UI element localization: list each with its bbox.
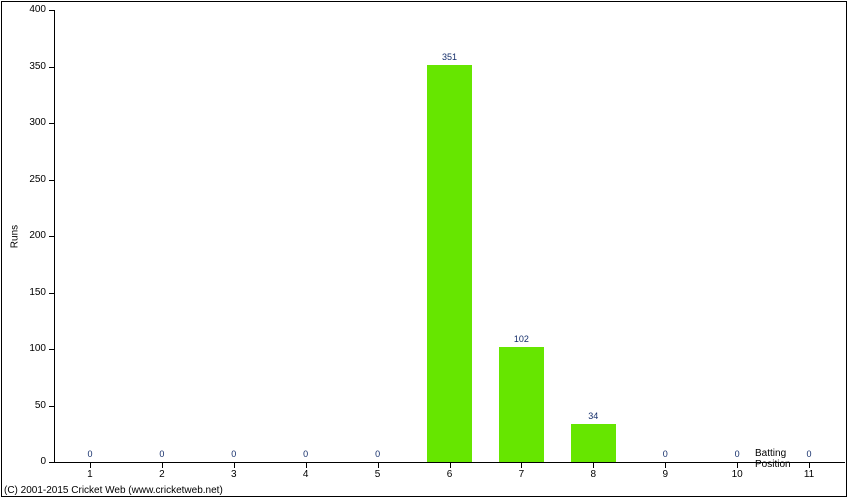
bar-value-label: 34	[573, 412, 613, 421]
copyright-text: (C) 2001-2015 Cricket Web (www.cricketwe…	[4, 485, 223, 496]
chart-container: 050100150200250300350400Runs123456789101…	[0, 0, 850, 500]
x-tick	[162, 463, 163, 468]
y-tick-label: 300	[16, 118, 46, 128]
y-tick	[49, 236, 54, 237]
bar-value-label: 0	[214, 450, 254, 459]
y-tick	[49, 462, 54, 463]
x-tick	[450, 463, 451, 468]
bar-value-label: 0	[645, 450, 685, 459]
bar	[427, 65, 472, 462]
x-tick	[521, 463, 522, 468]
y-tick-label: 150	[16, 288, 46, 298]
y-tick-label: 50	[16, 401, 46, 411]
y-tick-label: 100	[16, 344, 46, 354]
x-tick-label: 10	[722, 470, 752, 480]
y-tick	[49, 10, 54, 11]
x-tick	[737, 463, 738, 468]
y-tick	[49, 180, 54, 181]
y-tick-label: 400	[16, 5, 46, 15]
y-tick-label: 250	[16, 175, 46, 185]
x-tick-label: 11	[794, 470, 824, 480]
y-tick	[49, 349, 54, 350]
y-tick	[49, 67, 54, 68]
x-tick-label: 3	[219, 470, 249, 480]
x-tick	[665, 463, 666, 468]
x-axis-title: Batting Position	[755, 448, 791, 470]
bar-value-label: 0	[70, 450, 110, 459]
bar-value-label: 0	[358, 450, 398, 459]
y-tick	[49, 406, 54, 407]
bar-value-label: 0	[286, 450, 326, 459]
x-tick-label: 8	[578, 470, 608, 480]
x-tick-label: 4	[291, 470, 321, 480]
y-tick-label: 200	[16, 231, 46, 241]
y-tick	[49, 293, 54, 294]
x-tick-label: 5	[363, 470, 393, 480]
chart-border	[1, 1, 847, 497]
x-tick	[378, 463, 379, 468]
x-tick	[809, 463, 810, 468]
y-tick-label: 350	[16, 62, 46, 72]
y-tick-label: 0	[16, 457, 46, 467]
y-axis	[54, 10, 55, 462]
x-tick	[234, 463, 235, 468]
x-tick-label: 7	[506, 470, 536, 480]
bar-value-label: 0	[717, 450, 757, 459]
x-tick-label: 6	[435, 470, 465, 480]
bar-value-label: 102	[501, 335, 541, 344]
x-tick-label: 2	[147, 470, 177, 480]
y-tick	[49, 123, 54, 124]
bar-value-label: 0	[789, 450, 829, 459]
x-tick	[90, 463, 91, 468]
bar-value-label: 351	[430, 53, 470, 62]
bar-value-label: 0	[142, 450, 182, 459]
x-tick	[593, 463, 594, 468]
x-tick	[306, 463, 307, 468]
y-axis-title: Runs	[10, 222, 21, 252]
x-tick-label: 1	[75, 470, 105, 480]
x-tick-label: 9	[650, 470, 680, 480]
bar	[499, 347, 544, 462]
bar	[571, 424, 616, 462]
